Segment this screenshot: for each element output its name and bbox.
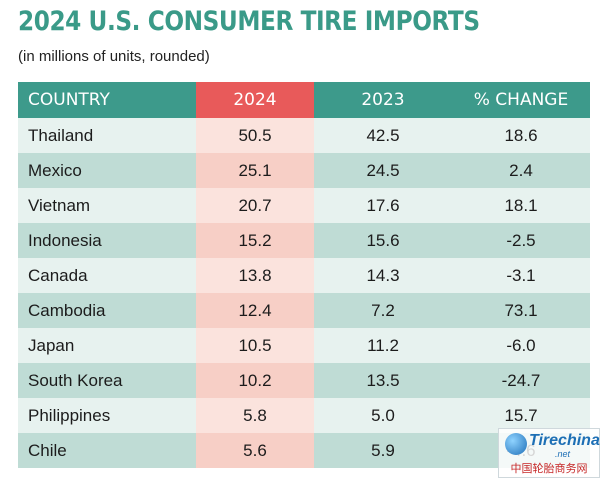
cell-2023: 11.2: [314, 328, 452, 363]
header-change: % CHANGE: [452, 82, 590, 118]
globe-icon: [505, 433, 527, 455]
cell-country: Vietnam: [18, 188, 196, 223]
table-row: Vietnam 20.7 17.6 18.1: [18, 188, 590, 223]
cell-2024: 10.5: [196, 328, 314, 363]
table-row: Japan 10.5 11.2 -6.0: [18, 328, 590, 363]
watermark-brand: Tirechina: [529, 432, 600, 449]
table-row: Cambodia 12.4 7.2 73.1: [18, 293, 590, 328]
cell-change: -24.7: [452, 363, 590, 398]
cell-change: 2.4: [452, 153, 590, 188]
header-country: COUNTRY: [18, 82, 196, 118]
cell-2024: 12.4: [196, 293, 314, 328]
cell-change: 18.1: [452, 188, 590, 223]
cell-2023: 5.0: [314, 398, 452, 433]
chart-subtitle: (in millions of units, rounded): [18, 48, 210, 65]
cell-2023: 5.9: [314, 433, 452, 468]
cell-2024: 20.7: [196, 188, 314, 223]
cell-2023: 14.3: [314, 258, 452, 293]
watermark-tagline: 中国轮胎商务网: [510, 463, 588, 475]
table-row: Philippines 5.8 5.0 15.7: [18, 398, 590, 433]
cell-change: -6.0: [452, 328, 590, 363]
cell-2023: 42.5: [314, 118, 452, 153]
cell-2024: 15.2: [196, 223, 314, 258]
table-row: Thailand 50.5 42.5 18.6: [18, 118, 590, 153]
cell-2024: 13.8: [196, 258, 314, 293]
header-2023: 2023: [314, 82, 452, 118]
cell-2024: 50.5: [196, 118, 314, 153]
table-body: Thailand 50.5 42.5 18.6 Mexico 25.1 24.5 2.4 Vie…: [18, 118, 590, 468]
cell-country: Cambodia: [18, 293, 196, 328]
cell-change: -3.1: [452, 258, 590, 293]
cell-change: 15.7: [452, 398, 590, 433]
cell-country: Thailand: [18, 118, 196, 153]
cell-2023: 15.6: [314, 223, 452, 258]
cell-2024: 25.1: [196, 153, 314, 188]
cell-2023: 7.2: [314, 293, 452, 328]
cell-2023: 17.6: [314, 188, 452, 223]
chart-title: 2024 U.S. CONSUMER TIRE IMPORTS: [18, 6, 480, 37]
cell-2024: 5.6: [196, 433, 314, 468]
cell-country: Mexico: [18, 153, 196, 188]
watermark-suffix: .net: [555, 449, 571, 459]
tirechina-watermark: Tirechina .net 中国轮胎商务网: [498, 428, 600, 478]
cell-change: 73.1: [452, 293, 590, 328]
cell-2024: 5.8: [196, 398, 314, 433]
cell-2024: 10.2: [196, 363, 314, 398]
cell-country: Chile: [18, 433, 196, 468]
cell-2023: 24.5: [314, 153, 452, 188]
imports-table: COUNTRY 2024 2023 % CHANGE Thailand 50.5 4…: [18, 82, 590, 468]
table-row: Indonesia 15.2 15.6 -2.5: [18, 223, 590, 258]
cell-change: -2.5: [452, 223, 590, 258]
header-row: COUNTRY 2024 2023 % CHANGE: [18, 82, 590, 118]
table-row: Canada 13.8 14.3 -3.1: [18, 258, 590, 293]
cell-2023: 13.5: [314, 363, 452, 398]
cell-country: Philippines: [18, 398, 196, 433]
cell-country: South Korea: [18, 363, 196, 398]
header-2024: 2024: [196, 82, 314, 118]
cell-country: Canada: [18, 258, 196, 293]
cell-change: 18.6: [452, 118, 590, 153]
cell-country: Japan: [18, 328, 196, 363]
table-row: Mexico 25.1 24.5 2.4: [18, 153, 590, 188]
cell-country: Indonesia: [18, 223, 196, 258]
table-row: South Korea 10.2 13.5 -24.7: [18, 363, 590, 398]
